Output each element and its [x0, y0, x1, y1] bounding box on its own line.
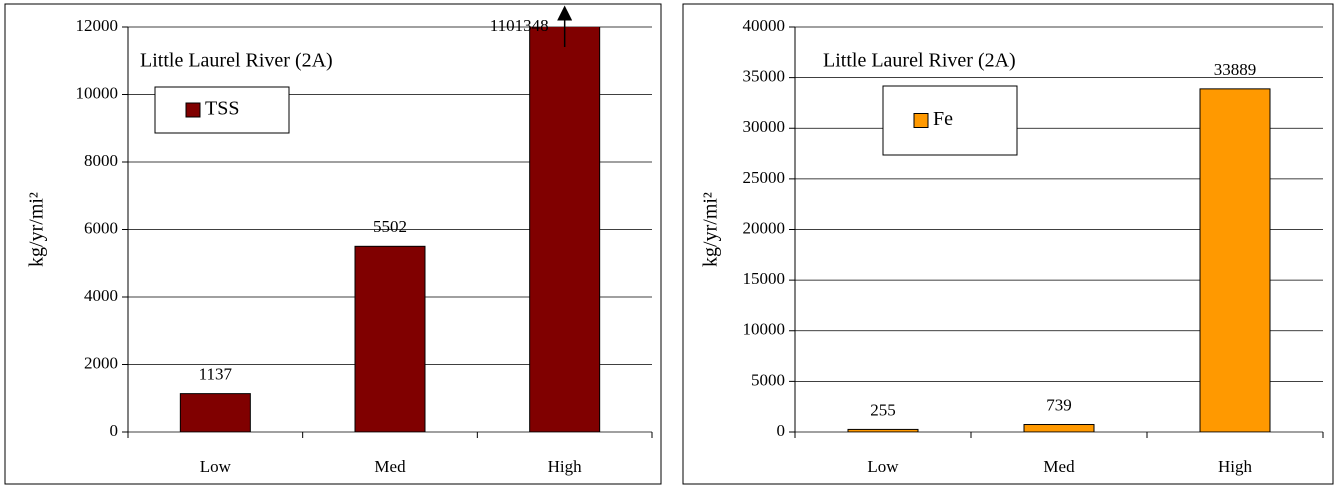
x-tick-label: Med [374, 457, 406, 476]
y-tick-label: 4000 [84, 286, 118, 305]
bar [179, 393, 251, 432]
legend-box [154, 86, 290, 134]
y-tick-label: 35000 [743, 67, 786, 86]
legend-swatch [185, 102, 201, 118]
x-tick-label: Med [1043, 457, 1075, 476]
legend-box [882, 85, 1018, 156]
x-tick-label: Low [200, 457, 232, 476]
value-label: 5502 [373, 217, 407, 236]
value-label: 1101348 [490, 16, 549, 35]
x-tick-label: Low [867, 457, 899, 476]
y-tick-label: 8000 [84, 151, 118, 170]
y-tick-label: 12000 [76, 16, 119, 35]
y-tick-label: 10000 [743, 320, 786, 339]
y-axis-label: kg/yr/mi² [700, 192, 722, 267]
y-tick-label: 0 [777, 421, 786, 440]
y-tick-label: 2000 [84, 353, 118, 372]
bar [847, 428, 919, 432]
annotation: Little Laurel River (2A) [823, 50, 1016, 72]
y-tick-label: 15000 [743, 269, 786, 288]
y-tick-label: 40000 [743, 16, 786, 35]
y-tick-label: 30000 [743, 117, 786, 136]
bar [529, 27, 601, 432]
annotation: Little Laurel River (2A) [140, 50, 333, 72]
value-label: 33889 [1214, 60, 1257, 79]
value-label: 739 [1046, 395, 1072, 414]
y-tick-label: 20000 [743, 218, 786, 237]
y-tick-label: 0 [110, 421, 119, 440]
bar [354, 245, 426, 432]
y-tick-label: 10000 [76, 83, 119, 102]
y-tick-label: 25000 [743, 168, 786, 187]
x-tick-label: High [548, 457, 583, 476]
x-tick-label: High [1218, 457, 1253, 476]
value-label: 255 [870, 400, 896, 419]
y-tick-label: 5000 [751, 370, 785, 389]
legend-swatch [913, 113, 929, 128]
legend-label: Fe [933, 108, 953, 130]
y-tick-label: 6000 [84, 218, 118, 237]
y-axis-label: kg/yr/mi² [26, 192, 48, 267]
bar [1199, 88, 1271, 432]
value-label: 1137 [199, 365, 233, 384]
legend-label: TSS [205, 98, 239, 120]
bar [1023, 424, 1095, 432]
